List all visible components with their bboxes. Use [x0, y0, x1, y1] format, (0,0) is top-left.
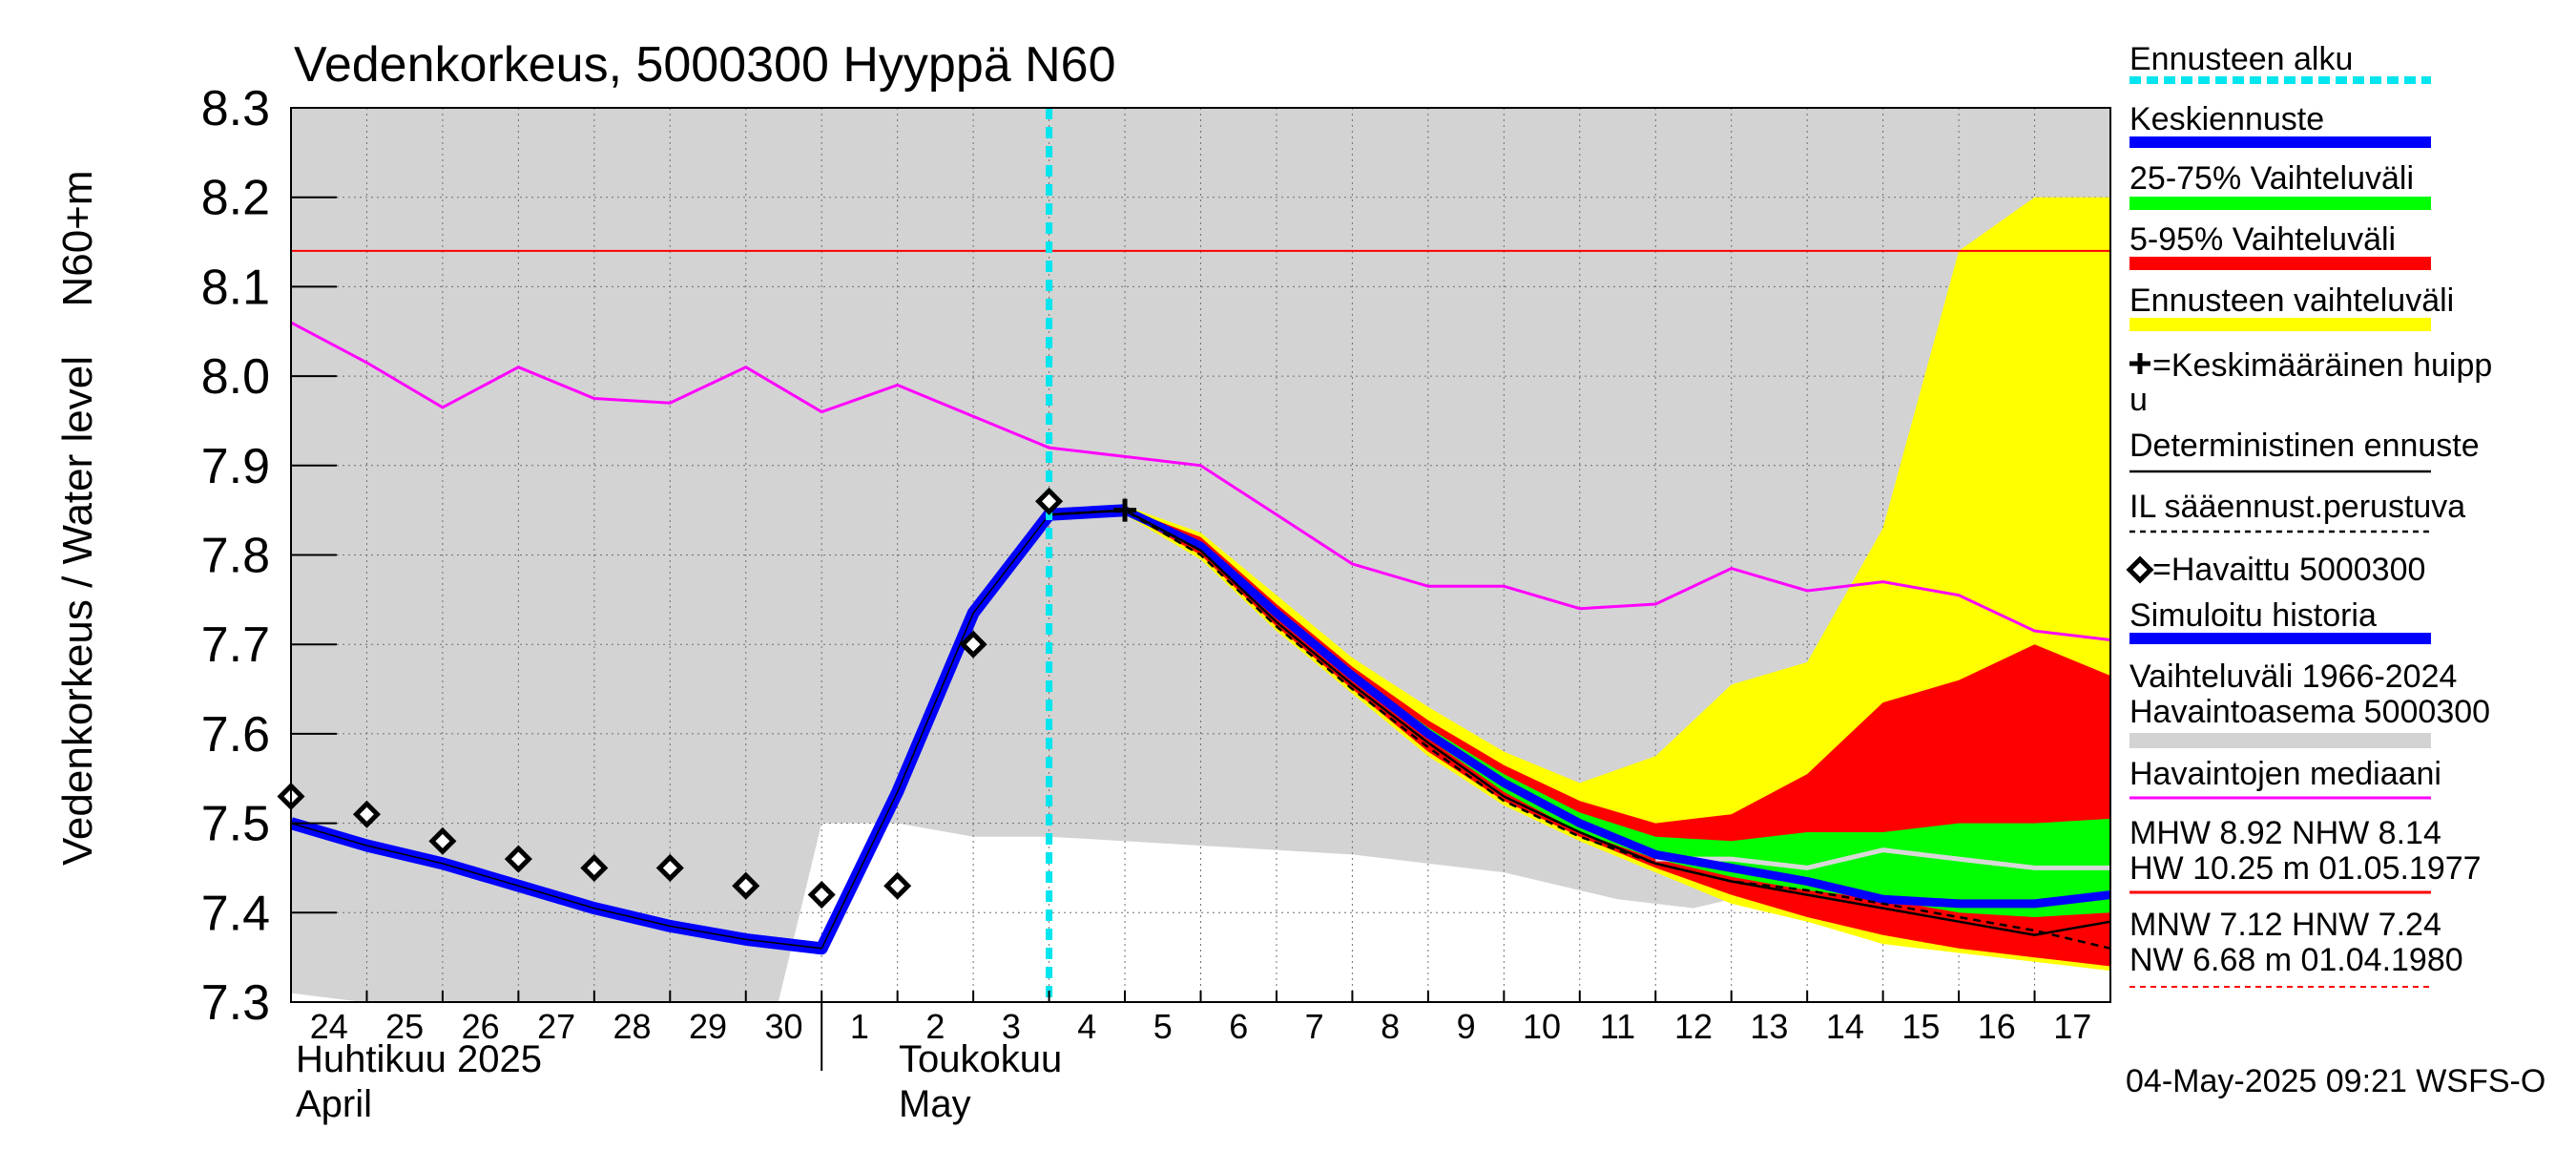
- month-label-fi: Huhtikuu 2025: [296, 1038, 542, 1080]
- chart-title: Vedenkorkeus, 5000300 Hyyppä N60: [294, 37, 1116, 93]
- y-tick-label: 8.2: [201, 171, 270, 226]
- x-tick-label: 3: [1002, 1007, 1021, 1046]
- x-tick-label: 13: [1750, 1007, 1788, 1046]
- legend-mean-peak-marker: [2129, 353, 2150, 374]
- legend-mean-peak-label: =Keskimääräinen huipp: [2152, 347, 2492, 384]
- x-tick-label: 27: [537, 1007, 575, 1046]
- legend-deterministic-label: Deterministinen ennuste: [2129, 428, 2480, 464]
- x-tick-label: 24: [310, 1007, 348, 1046]
- y-tick-label: 7.4: [201, 886, 270, 941]
- observed-point: [504, 845, 532, 873]
- legend-mean-forecast-label: Keskiennuste: [2129, 101, 2324, 137]
- y-axis-label: Vedenkorkeus / Water level: [54, 356, 101, 866]
- x-tick-label: 6: [1229, 1007, 1248, 1046]
- simulated-history-centerline: [291, 509, 1126, 950]
- x-tick-label: 12: [1674, 1007, 1713, 1046]
- x-tick-label: 17: [2053, 1007, 2091, 1046]
- y-tick-label: 8.0: [201, 349, 270, 405]
- stats-low-line2: NW 6.68 m 01.04.1980: [2129, 942, 2463, 978]
- legend-forecast-start-label: Ennusteen alku: [2129, 41, 2353, 77]
- median-line: [291, 321, 2110, 641]
- legend-range-25-75-label: 25-75% Vaihteluväli: [2129, 160, 2414, 197]
- legend-mean-forecast-swatch: [2129, 136, 2431, 148]
- observed-point: [883, 871, 912, 900]
- legend-mean-peak-label-cont: u: [2129, 382, 2148, 418]
- x-tick-label: 10: [1523, 1007, 1561, 1046]
- legend-forecast-range-swatch: [2129, 318, 2431, 331]
- observed-point: [352, 800, 381, 828]
- legend-range-25-75-swatch: [2129, 197, 2431, 210]
- stats-low-line1: MNW 7.12 HNW 7.24: [2129, 907, 2441, 943]
- median-forecast-line: [1655, 847, 2110, 870]
- legend-simulated-label: Simuloitu historia: [2129, 597, 2377, 634]
- y-tick-label: 7.9: [201, 439, 270, 494]
- mean-peak-marker: [1113, 498, 1137, 522]
- x-tick-label: 25: [385, 1007, 424, 1046]
- x-tick-label: 30: [764, 1007, 802, 1046]
- x-tick-label: 2: [925, 1007, 945, 1046]
- x-tick-label: 28: [613, 1007, 652, 1046]
- legend-observed-marker: [2126, 555, 2154, 584]
- x-tick-label: 5: [1153, 1007, 1173, 1046]
- stats-high-line1: MHW 8.92 NHW 8.14: [2129, 815, 2441, 851]
- legend: Ennusteen alku Keskiennuste 25-75% Vaihtel…: [2126, 41, 2492, 988]
- y-tick-label: 7.3: [201, 975, 270, 1031]
- x-tick-label: 1: [850, 1007, 869, 1046]
- legend-hist-range-swatch: [2129, 733, 2431, 748]
- y-tick-label: 7.6: [201, 707, 270, 763]
- legend-observed-label: =Havaittu 5000300: [2152, 552, 2425, 588]
- y-tick-label: 7.8: [201, 529, 270, 584]
- x-tick-label: 15: [1901, 1007, 1940, 1046]
- legend-hist-range-label: Vaihteluväli 1966-2024: [2129, 659, 2457, 695]
- legend-range-5-95-swatch: [2129, 257, 2431, 270]
- legend-simulated-swatch: [2129, 633, 2431, 644]
- axes: 7.3 7.4 7.5 7.6 7.7 7.8 7.9 8.0 8.1 8.2 8.3 Vedenko…: [54, 81, 2111, 1125]
- y-tick-label: 7.5: [201, 797, 270, 852]
- stats-high-line2: HW 10.25 m 01.05.1977: [2129, 850, 2482, 887]
- observed-point: [580, 853, 609, 882]
- plot-content: [291, 108, 2110, 1002]
- x-tick-label: 14: [1826, 1007, 1864, 1046]
- y-tick-label: 8.1: [201, 260, 270, 315]
- legend-hist-range-label-cont: Havaintoasema 5000300: [2129, 694, 2490, 730]
- observed-point: [807, 881, 836, 910]
- observed-point: [959, 630, 987, 659]
- x-tick-label: 11: [1600, 1007, 1635, 1046]
- month-label-fi: Toukokuu: [899, 1038, 1062, 1080]
- x-tick-label: 8: [1381, 1007, 1400, 1046]
- timestamp: 04-May-2025 09:21 WSFS-O: [2126, 1063, 2545, 1099]
- legend-range-5-95-label: 5-95% Vaihteluväli: [2129, 221, 2396, 258]
- legend-il-forecast-label: IL sääennust.perustuva: [2129, 489, 2465, 525]
- x-tick-label: 26: [462, 1007, 500, 1046]
- mean-forecast-line: [1049, 506, 2110, 909]
- observed-point: [732, 871, 760, 900]
- observed-point: [1035, 487, 1064, 515]
- observed-point: [428, 826, 457, 855]
- x-tick-label: 29: [689, 1007, 727, 1046]
- month-label-en: April: [296, 1083, 372, 1125]
- y-tick-label: 7.7: [201, 617, 270, 673]
- x-tick-label: 9: [1457, 1007, 1476, 1046]
- y-axis-unit: N60+m: [54, 170, 101, 306]
- x-tick-label: 7: [1305, 1007, 1324, 1046]
- x-tick-label: 4: [1077, 1007, 1096, 1046]
- month-label-en: May: [899, 1083, 971, 1125]
- legend-median-label: Havaintojen mediaani: [2129, 756, 2441, 792]
- legend-forecast-range-label: Ennusteen vaihteluväli: [2129, 282, 2454, 319]
- y-tick-label: 8.3: [201, 81, 270, 136]
- range-25-75-band: [1049, 510, 2110, 917]
- x-tick-label: 16: [1978, 1007, 2016, 1046]
- plot-area: [277, 108, 2110, 1002]
- observed-point: [655, 853, 684, 882]
- deterministic-forecast-line: [1049, 509, 2110, 936]
